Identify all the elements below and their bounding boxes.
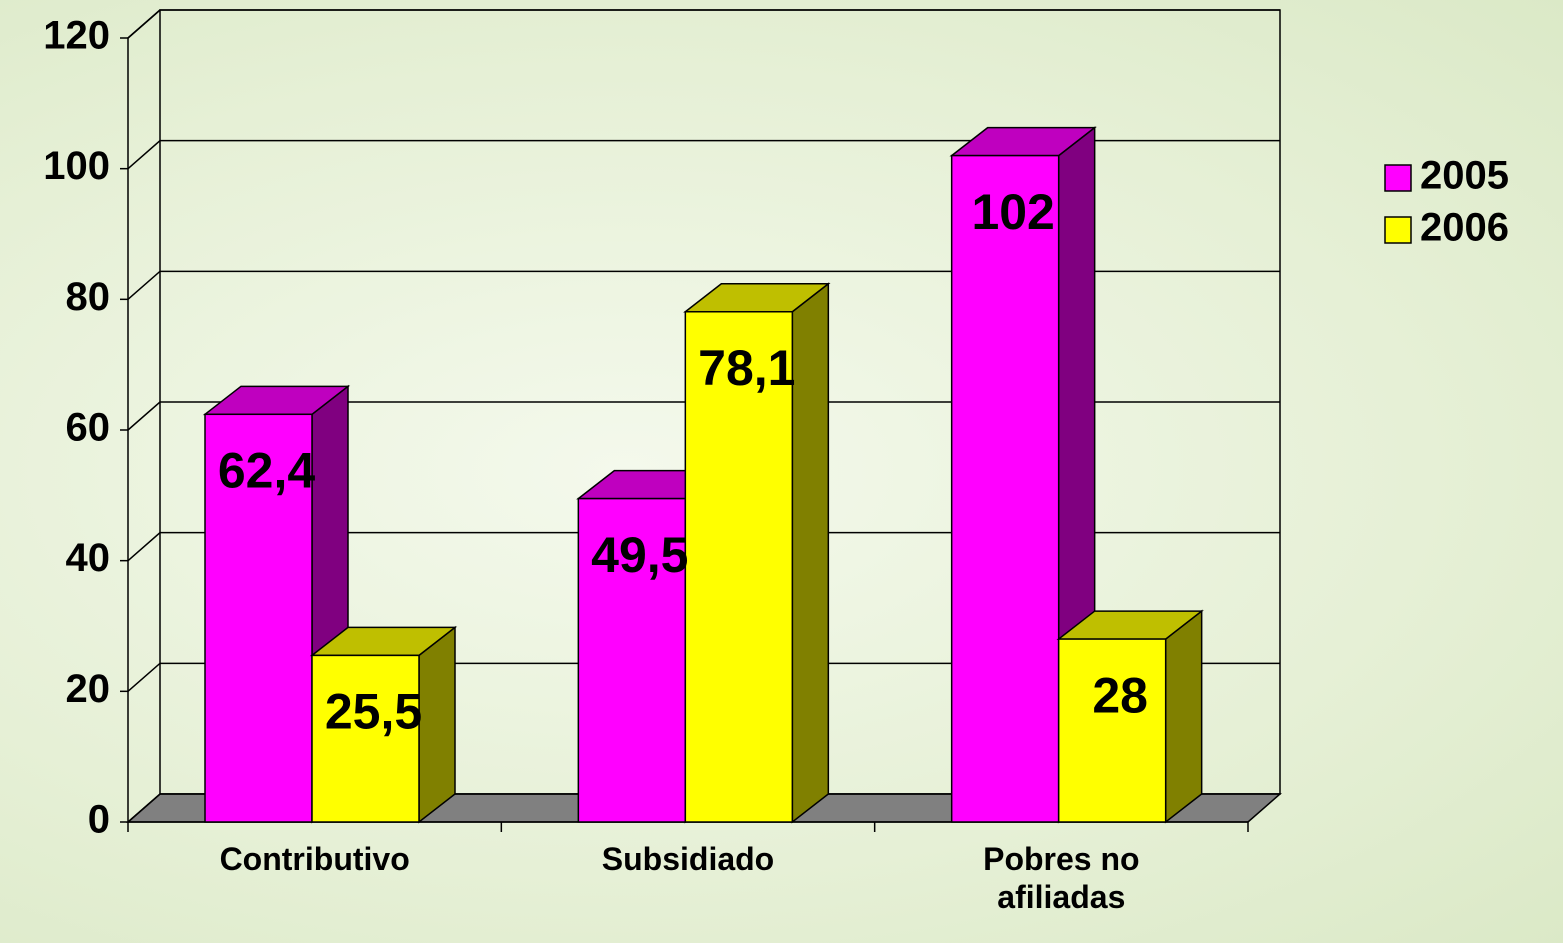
legend-swatch: [1385, 217, 1411, 243]
value-label: 49,5: [591, 527, 688, 583]
y-tick-label: 80: [66, 275, 111, 319]
value-label: 102: [971, 184, 1054, 240]
bar-side: [792, 284, 828, 822]
chart: 0 20 40 60 80 100 120 62,4 49,5 102 2005 25,5 78,1 28…: [0, 0, 1563, 943]
bar: [952, 156, 1059, 822]
y-tick-label: 100: [43, 144, 110, 188]
legend-swatch: [1385, 165, 1411, 191]
grid-line: [128, 271, 1280, 299]
grid-line: [128, 141, 1280, 169]
value-label: 78,1: [698, 340, 795, 396]
y-tick-label: 60: [66, 406, 111, 450]
y-tick-label: 20: [66, 667, 111, 711]
bar-side: [1166, 611, 1202, 822]
x-tick-label: Contributivo: [195, 840, 435, 878]
value-label: 28: [1092, 667, 1148, 723]
x-tick-label: Subsidiado: [568, 840, 808, 878]
legend-label: 2006: [1420, 206, 1509, 250]
y-tick-label: 40: [66, 536, 111, 580]
grid-line: [128, 10, 1280, 38]
x-tick-label: Pobres no afiliadas: [941, 840, 1181, 916]
value-label: 62,4: [218, 443, 316, 499]
y-tick-label: 120: [43, 14, 110, 58]
bar-side: [419, 627, 455, 822]
y-tick-label: 0: [88, 798, 110, 842]
value-label: 25,5: [325, 684, 422, 740]
chart-svg: 0 20 40 60 80 100 120 62,4 49,5 102 2005 25,5 78,1 28…: [0, 0, 1563, 943]
legend-label: 2005: [1420, 154, 1509, 198]
